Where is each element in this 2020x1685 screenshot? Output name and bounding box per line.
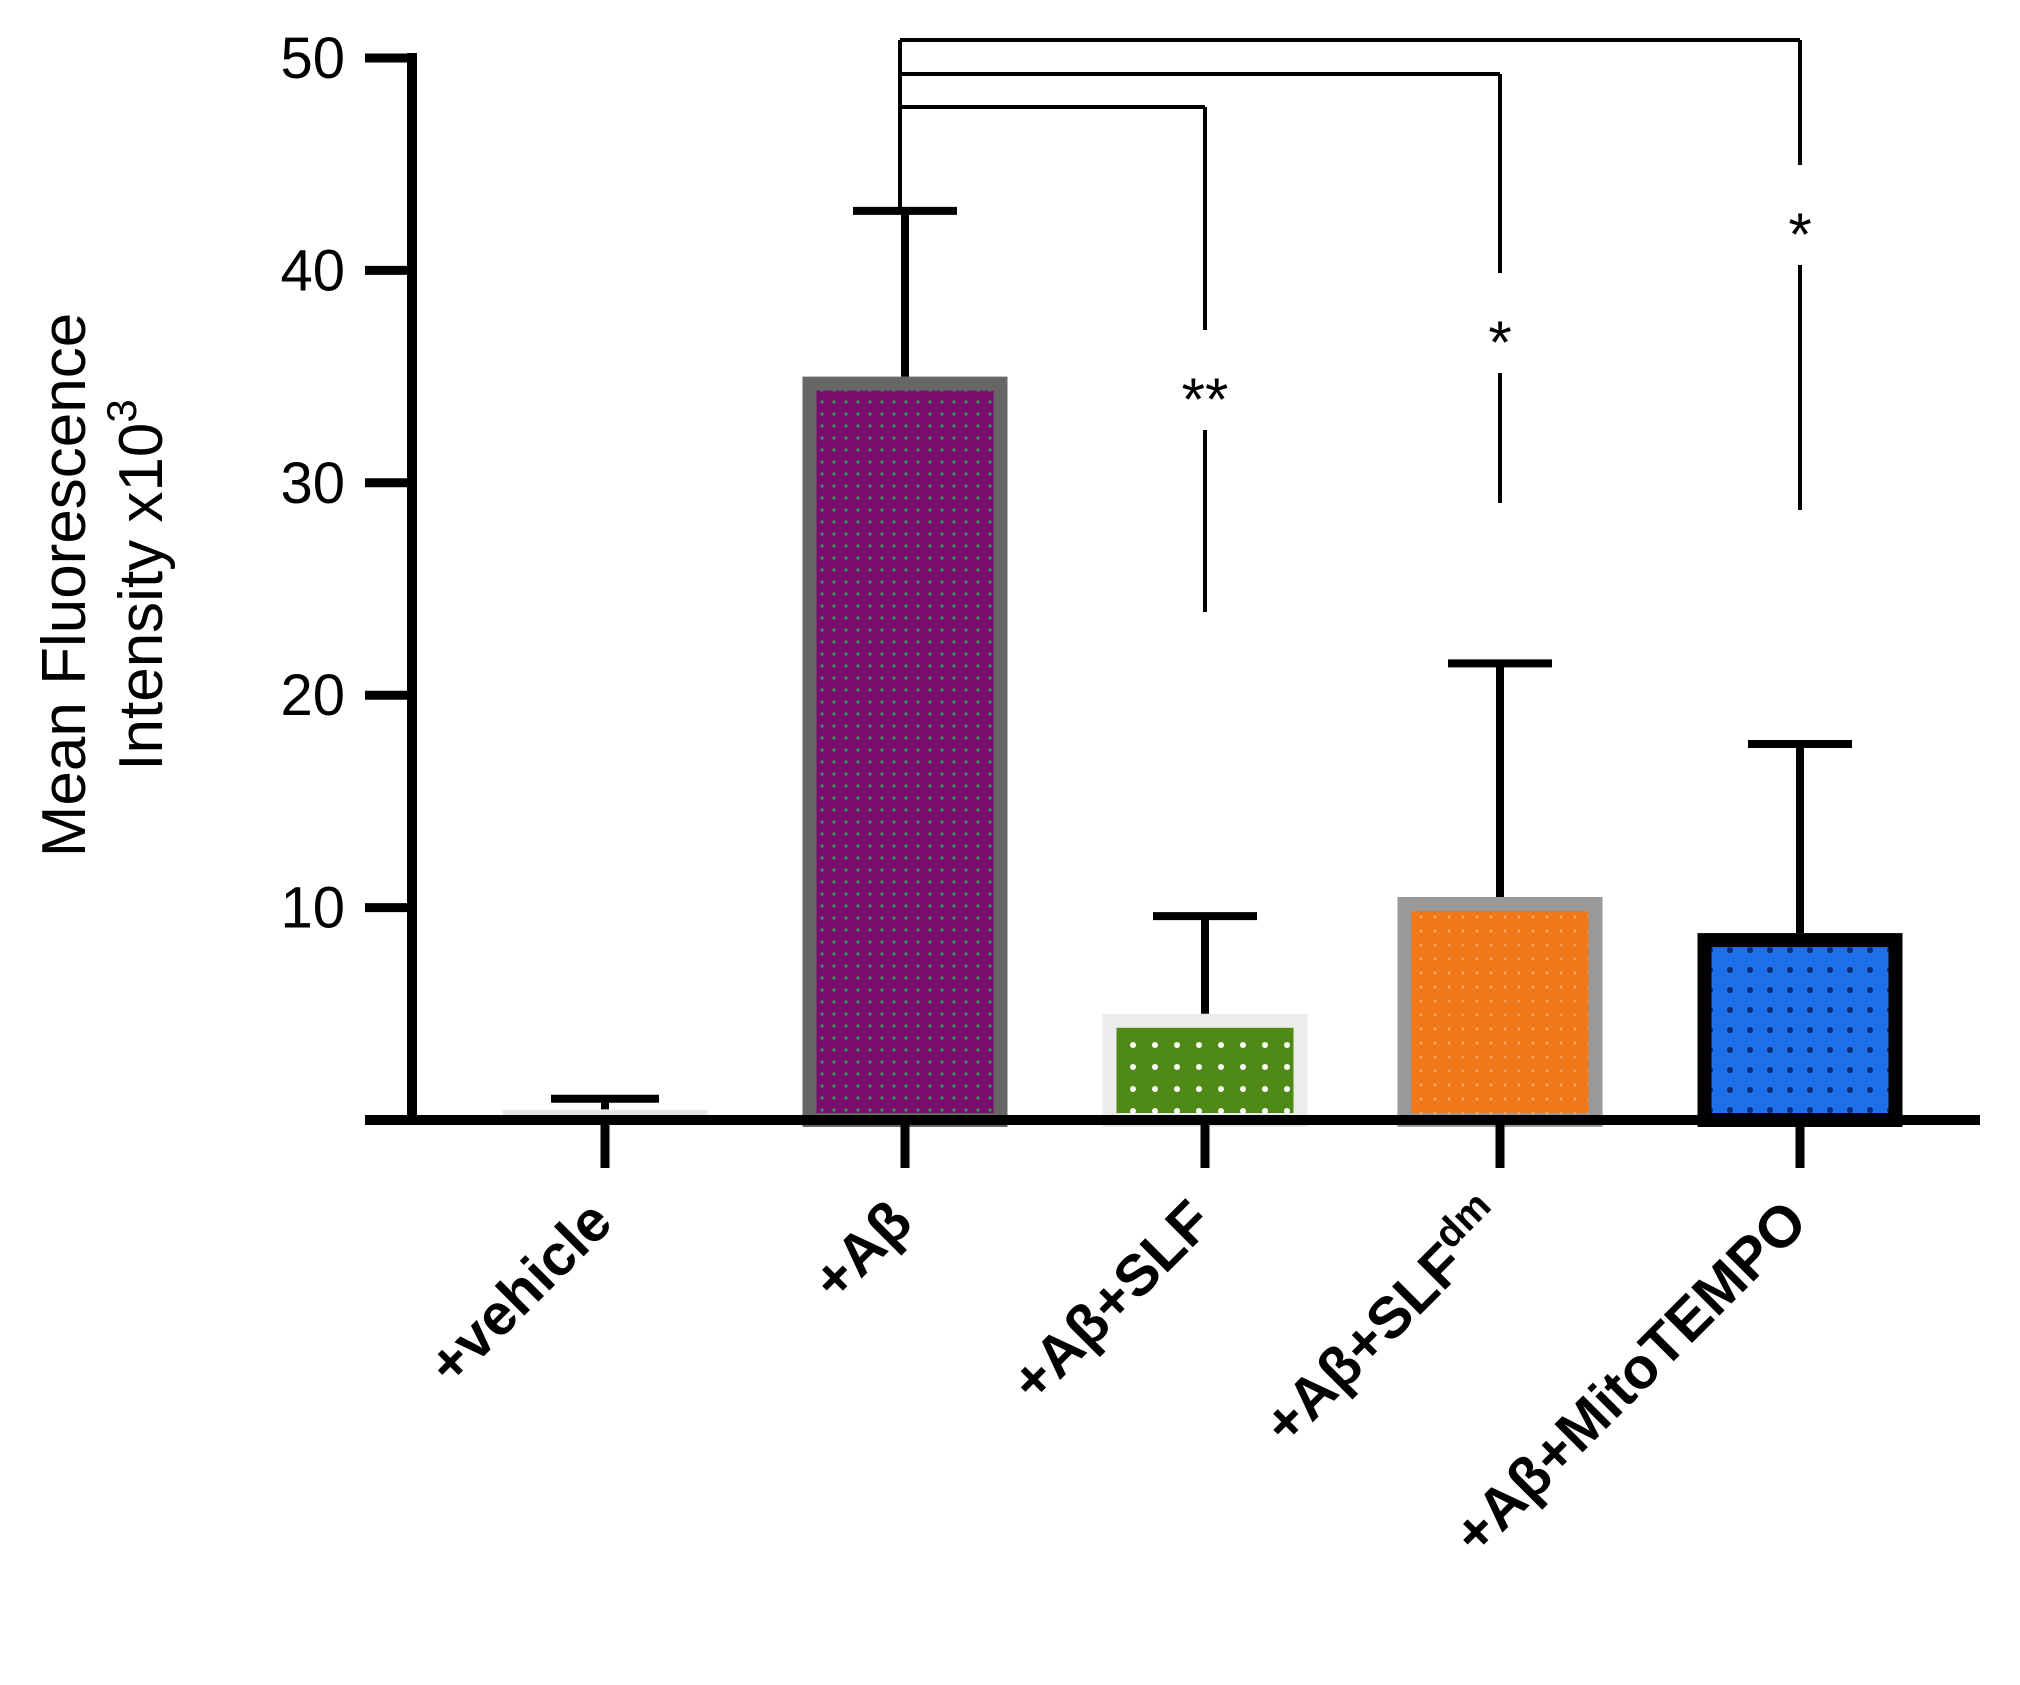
- significance-brackets: ****: [898, 38, 1812, 612]
- bar-pattern: [1116, 1027, 1294, 1120]
- x-axis-labels: +vehicle +Aβ +Aβ+SLF +Aβ+SLFdm+Aβ+MitoTEMPO: [415, 1183, 1819, 1567]
- y-tick-label: 30: [280, 451, 345, 516]
- y-tick-label: 40: [280, 238, 345, 303]
- y-tick-label: 50: [280, 26, 345, 91]
- x-tick-label: +Aβ+SLF: [998, 1188, 1224, 1414]
- bar-pattern: [1711, 947, 1889, 1120]
- significance-label: *: [1788, 201, 1811, 268]
- y-tick-label: 10: [280, 876, 345, 941]
- y-axis-label: Mean Fluorescence Intensity x103: [30, 313, 176, 858]
- x-tick-label: +Aβ+SLFdm: [1246, 1183, 1519, 1456]
- y-axis-label-line1: Mean Fluorescence: [30, 313, 99, 858]
- bar-pattern: [1411, 910, 1589, 1120]
- x-axis-ticks: [600, 1120, 1805, 1168]
- significance-label: **: [1182, 366, 1229, 433]
- bar-series: [502, 376, 1903, 1128]
- bar: [502, 1110, 708, 1118]
- x-tick-label: +Aβ+MitoTEMPO: [1441, 1188, 1820, 1567]
- x-tick-label: +Aβ: [800, 1188, 925, 1313]
- bar-pattern: [816, 390, 994, 1121]
- x-tick-label: +vehicle: [415, 1188, 624, 1397]
- significance-label: *: [1488, 309, 1511, 376]
- error-bars: [551, 206, 1852, 1110]
- y-tick-label: 20: [280, 663, 345, 728]
- y-axis-label-line2: Intensity x103: [98, 399, 176, 770]
- y-axis-ticks: 10 20 30 40 50: [280, 26, 412, 941]
